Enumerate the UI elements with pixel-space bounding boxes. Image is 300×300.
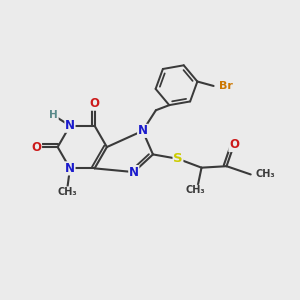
Text: O: O bbox=[90, 97, 100, 110]
Text: Br: Br bbox=[219, 81, 233, 91]
Text: O: O bbox=[229, 139, 239, 152]
Text: CH₃: CH₃ bbox=[186, 185, 206, 195]
Text: N: N bbox=[65, 119, 75, 132]
Text: S: S bbox=[173, 152, 183, 165]
Text: N: N bbox=[138, 124, 148, 137]
Text: H: H bbox=[50, 110, 58, 120]
Text: N: N bbox=[129, 166, 139, 178]
Text: CH₃: CH₃ bbox=[255, 169, 275, 179]
Text: CH₃: CH₃ bbox=[57, 187, 77, 197]
Text: O: O bbox=[32, 141, 41, 154]
Text: N: N bbox=[65, 162, 75, 175]
